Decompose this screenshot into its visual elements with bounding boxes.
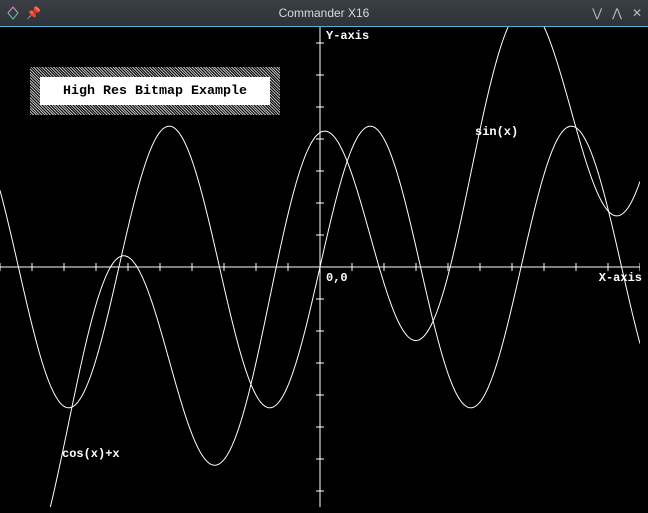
- x-axis-label: X-axis: [599, 271, 642, 285]
- app-window: 📌 Commander X16 ⋁ ⋀ ✕ High Res Bitmap Ex…: [0, 0, 648, 513]
- canvas-area: High Res Bitmap Example Y-axis X-axis 0,…: [0, 27, 648, 513]
- title-banner-text: High Res Bitmap Example: [40, 77, 270, 105]
- pin-icon[interactable]: 📌: [26, 6, 41, 21]
- window-title: Commander X16: [0, 6, 648, 20]
- titlebar-right: ⋁ ⋀ ✕: [592, 6, 642, 20]
- minimize-icon[interactable]: ⋁: [592, 6, 602, 20]
- titlebar-left: 📌: [6, 6, 41, 21]
- series-label-sin: sin(x): [475, 125, 518, 139]
- maximize-icon[interactable]: ⋀: [612, 6, 622, 20]
- close-icon[interactable]: ✕: [632, 6, 642, 20]
- app-icon: [6, 6, 20, 20]
- y-axis-label: Y-axis: [326, 29, 369, 43]
- title-banner: High Res Bitmap Example: [30, 67, 280, 115]
- titlebar[interactable]: 📌 Commander X16 ⋁ ⋀ ✕: [0, 0, 648, 27]
- origin-label: 0,0: [326, 271, 348, 285]
- series-label-cos: cos(x)+x: [62, 447, 120, 461]
